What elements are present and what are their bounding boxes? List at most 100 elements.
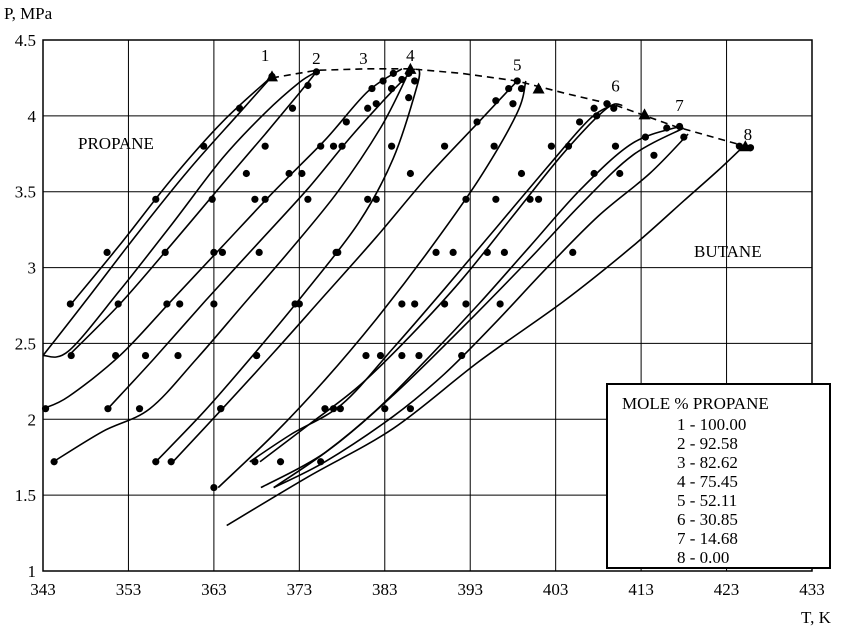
y-tick-label: 3 [28, 259, 37, 278]
data-point-5 [440, 142, 449, 150]
data-point-7 [415, 351, 423, 360]
data-point-5 [513, 77, 521, 85]
data-point-6 [610, 104, 618, 112]
data-point-2 [261, 142, 269, 150]
y-tick-label: 4 [28, 107, 37, 126]
y-tick-label: 1 [28, 562, 37, 581]
data-point-8 [317, 458, 325, 466]
data-point-3 [398, 75, 406, 84]
data-point-4 [364, 195, 372, 203]
data-point-5 [217, 405, 225, 413]
data-point-4 [141, 351, 150, 360]
data-point-3 [317, 142, 325, 150]
data-point-5 [505, 84, 513, 93]
data-point-3 [368, 84, 376, 93]
x-tick-labels: 343 353 363 373 383 393 403 413 423 433 [30, 580, 825, 599]
data-point-6 [411, 300, 419, 308]
data-point-3 [41, 405, 50, 413]
data-point-5 [509, 100, 517, 108]
curve-2-dew [68, 71, 318, 357]
x-tick-label: 403 [543, 580, 569, 599]
data-point-8 [569, 248, 577, 256]
propane-annotation: PROPANE [78, 134, 154, 153]
x-tick-label: 373 [287, 580, 313, 599]
data-point-4 [298, 169, 306, 178]
data-point-6 [483, 248, 491, 256]
data-point-2 [304, 81, 312, 90]
data-point-5 [406, 169, 415, 178]
curve-6-dew [259, 103, 623, 463]
data-point-4 [104, 405, 112, 413]
data-point-2 [312, 68, 321, 76]
data-point-3 [163, 300, 171, 308]
data-point-6 [547, 142, 555, 150]
data-point-4 [405, 94, 413, 102]
data-point-6 [517, 169, 526, 178]
data-point-2 [161, 248, 169, 256]
data-point-6 [526, 195, 534, 203]
curve-3-bubble [42, 68, 403, 410]
data-point-6 [440, 300, 449, 308]
data-point-6 [590, 104, 598, 112]
data-point-5 [253, 351, 261, 360]
data-point-6 [376, 351, 385, 360]
data-point-1 [200, 142, 208, 150]
curve-label-3: 3 [359, 49, 368, 68]
curve-8-dew [226, 145, 745, 527]
data-point-7 [611, 142, 620, 150]
data-points [41, 68, 755, 492]
data-point-5 [490, 142, 498, 150]
legend-entry-2: 2 - 92.58 [677, 434, 738, 453]
data-point-3 [174, 351, 182, 360]
plot-frame [42, 39, 813, 572]
data-point-3 [372, 100, 380, 108]
curve-label-7: 7 [675, 96, 684, 115]
curve-4-bubble [107, 68, 416, 410]
data-point-2 [67, 351, 75, 360]
data-point-3 [338, 142, 346, 150]
data-point-3 [50, 458, 58, 466]
legend-entry-7: 7 - 14.68 [677, 529, 738, 548]
data-point-4 [329, 142, 338, 150]
data-point-5 [291, 300, 299, 308]
data-point-5 [517, 84, 526, 93]
curve-5-dew [217, 80, 527, 489]
butane-annotation: BUTANE [694, 242, 762, 261]
x-tick-label: 433 [799, 580, 825, 599]
x-tick-label: 383 [372, 580, 398, 599]
data-point-5 [398, 300, 406, 308]
data-point-7 [641, 133, 649, 141]
data-point-7 [381, 405, 389, 413]
data-point-4 [388, 84, 396, 93]
data-point-8 [406, 405, 415, 413]
data-point-5 [332, 248, 340, 256]
legend: MOLE % PROPANE 1 - 100.00 2 - 92.58 3 - … [606, 383, 831, 569]
x-tick-label: 393 [457, 580, 483, 599]
curve-labels: 1 2 3 4 5 6 7 8 [261, 46, 752, 144]
legend-entry-4: 4 - 75.45 [677, 472, 738, 491]
data-point-1 [268, 72, 276, 81]
data-point-1 [235, 104, 244, 112]
data-point-6 [564, 142, 573, 150]
data-point-1 [103, 248, 111, 256]
data-point-7 [675, 122, 684, 131]
data-point-3 [255, 248, 263, 256]
y-tick-label: 4.5 [15, 31, 36, 50]
data-point-4 [176, 300, 184, 308]
data-point-7 [462, 300, 470, 308]
data-point-1 [152, 195, 160, 203]
data-point-8 [616, 169, 624, 178]
data-point-6 [575, 118, 584, 126]
data-point-5 [276, 458, 285, 466]
data-point-3 [304, 195, 312, 203]
legend-box [606, 383, 831, 569]
data-point-8 [680, 133, 688, 141]
curve-label-4: 4 [406, 46, 415, 65]
data-point-5 [473, 118, 481, 126]
data-point-3 [210, 300, 218, 308]
data-point-6 [329, 405, 338, 413]
x-tick-label: 363 [201, 580, 227, 599]
y-tick-label: 3.5 [15, 183, 36, 202]
data-point-3 [112, 351, 120, 360]
data-point-5 [362, 351, 370, 360]
